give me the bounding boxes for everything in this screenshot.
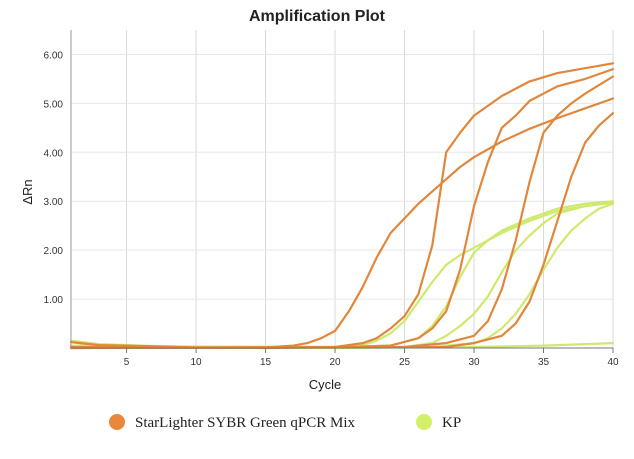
series-line-3 xyxy=(69,68,615,349)
y-tick-label: 2.00 xyxy=(44,246,64,257)
chart-title: Amplification Plot xyxy=(249,8,386,25)
x-tick-label: 5 xyxy=(124,357,130,368)
x-tick-label: 15 xyxy=(260,357,272,368)
series-line-2 xyxy=(69,62,615,350)
y-tick-label: 6.00 xyxy=(44,50,64,61)
x-tick-label: 10 xyxy=(191,357,203,368)
series-line-7 xyxy=(69,200,615,349)
y-tick-label: 5.00 xyxy=(44,99,64,110)
x-tick-label: 35 xyxy=(538,357,550,368)
x-tick-label: 25 xyxy=(399,357,411,368)
legend-label: StarLighter SYBR Green qPCR Mix xyxy=(135,415,355,431)
series-line-1 xyxy=(69,97,615,349)
tick-labels: 5 10 15 20 25 30 35 40 1.00 2.00 3.00 4.00 5.00 6.00 xyxy=(44,50,619,368)
series-line-4 xyxy=(69,75,615,350)
x-tick-label: 30 xyxy=(468,357,480,368)
series-layer xyxy=(69,62,615,350)
grid-lines xyxy=(71,30,614,348)
legend: StarLighter SYBR Green qPCR Mix KP xyxy=(109,414,461,431)
y-axis-label: ΔRn xyxy=(20,179,35,204)
legend-marker xyxy=(109,414,125,430)
axes xyxy=(70,30,614,353)
y-tick-label: 4.00 xyxy=(44,148,64,159)
x-axis-label: Cycle xyxy=(309,377,342,392)
series-line-9 xyxy=(69,202,615,349)
series-line-6 xyxy=(69,201,615,349)
series-line-5 xyxy=(69,112,615,350)
x-tick-label: 40 xyxy=(607,357,619,368)
series-line-8 xyxy=(69,201,615,349)
legend-marker xyxy=(416,414,432,430)
y-tick-label: 3.00 xyxy=(44,197,64,208)
y-tick-label: 1.00 xyxy=(44,295,64,306)
x-tick-label: 20 xyxy=(329,357,341,368)
legend-label: KP xyxy=(442,415,461,431)
